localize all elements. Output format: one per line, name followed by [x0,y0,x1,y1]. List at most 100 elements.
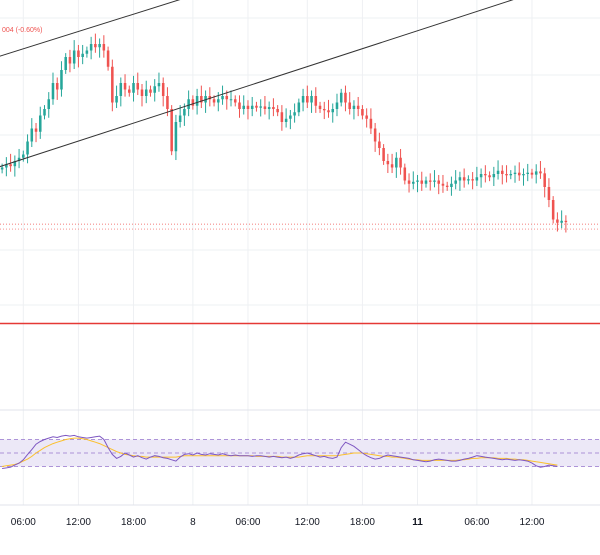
candle[interactable] [153,79,156,102]
candle[interactable] [187,90,190,117]
candle[interactable] [416,174,419,193]
candle[interactable] [551,196,555,224]
candle[interactable] [530,168,534,179]
candle[interactable] [259,99,262,117]
candle[interactable] [106,46,110,71]
candle[interactable] [140,83,144,107]
price-pane[interactable] [0,0,600,233]
candle[interactable] [263,96,267,115]
candle[interactable] [318,101,322,113]
candle[interactable] [369,108,373,135]
candle[interactable] [136,72,140,96]
candle[interactable] [43,105,46,120]
candle[interactable] [467,175,470,185]
candle[interactable] [395,152,398,178]
candle[interactable] [200,85,203,109]
candle[interactable] [81,44,84,65]
candle[interactable] [221,85,224,105]
candle[interactable] [272,98,275,117]
candle[interactable] [327,99,330,118]
candle[interactable] [373,122,377,152]
candle[interactable] [475,166,479,187]
rsi-ma-line[interactable] [2,437,558,467]
candle[interactable] [47,92,51,118]
candle[interactable] [111,59,114,112]
candle[interactable] [157,72,161,92]
candle[interactable] [191,95,195,110]
candle[interactable] [64,53,67,74]
candle[interactable] [55,77,59,100]
candle[interactable] [225,90,229,110]
channel-lower-line[interactable] [0,0,577,168]
candle[interactable] [297,98,301,117]
candle[interactable] [38,106,42,139]
candle[interactable] [0,163,4,174]
candle[interactable] [314,87,318,113]
candle[interactable] [462,168,466,188]
candle[interactable] [361,105,364,120]
candle[interactable] [505,165,508,183]
candle[interactable] [348,92,351,115]
candle[interactable] [501,165,504,185]
candle[interactable] [382,144,385,165]
candle[interactable] [144,80,148,104]
candle[interactable] [424,176,428,188]
candle[interactable] [534,164,538,184]
candle[interactable] [543,167,546,198]
candle[interactable] [195,88,199,115]
candle[interactable] [26,134,29,164]
candle[interactable] [335,93,339,117]
candle[interactable] [339,88,343,107]
candle[interactable] [445,181,449,191]
candle[interactable] [149,85,152,97]
candle[interactable] [119,77,123,107]
channel-upper-line[interactable] [0,0,577,57]
candle[interactable] [170,105,173,156]
candle[interactable] [306,85,309,109]
candle[interactable] [238,95,241,118]
candle[interactable] [420,171,424,191]
candle[interactable] [293,103,296,123]
candle[interactable] [5,157,8,177]
candle[interactable] [246,100,250,120]
candle[interactable] [564,215,568,233]
candle[interactable] [183,103,186,126]
candle[interactable] [17,148,21,169]
candle[interactable] [276,105,279,117]
candle[interactable] [102,35,106,58]
candle[interactable] [267,101,271,120]
candle[interactable] [242,95,246,115]
candle[interactable] [13,155,17,177]
candle[interactable] [60,61,63,97]
candle[interactable] [128,85,131,97]
candle[interactable] [22,150,25,162]
candle[interactable] [284,108,288,128]
candle[interactable] [441,174,445,193]
rsi-pane[interactable] [0,434,600,469]
candle[interactable] [378,132,381,156]
candle[interactable] [450,176,453,196]
candle[interactable] [174,114,178,161]
candle[interactable] [390,153,394,174]
candle[interactable] [458,171,462,191]
candle[interactable] [560,210,563,229]
candle[interactable] [479,168,483,188]
candle[interactable] [310,90,313,113]
candle[interactable] [72,40,76,70]
candle[interactable] [412,171,415,190]
candle[interactable] [280,105,284,131]
candle[interactable] [204,90,207,113]
candle[interactable] [492,166,496,187]
candle[interactable] [34,122,38,143]
candle[interactable] [77,44,80,68]
candle[interactable] [454,170,457,190]
candle[interactable] [386,153,390,174]
candle[interactable] [526,163,530,182]
candle[interactable] [68,49,72,73]
candle[interactable] [85,46,89,58]
candle[interactable] [208,87,212,107]
candle[interactable] [403,163,407,185]
candle[interactable] [407,173,411,193]
candle[interactable] [98,38,101,58]
